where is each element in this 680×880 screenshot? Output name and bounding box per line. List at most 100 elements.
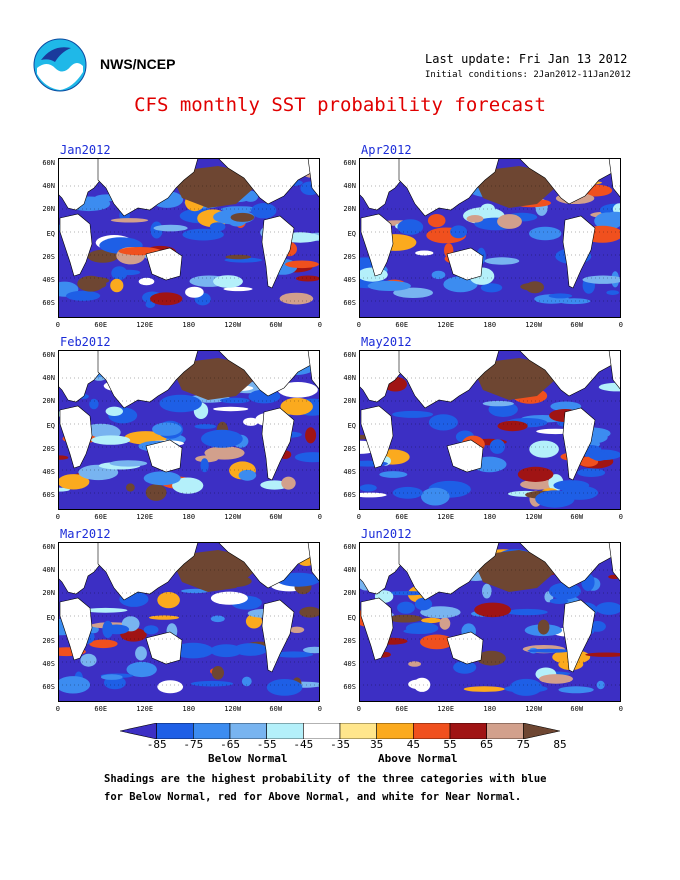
lon-tick-label: 0 [317,705,323,713]
land-mass [217,158,320,205]
land-mass [398,542,500,601]
lon-tick-label: 0 [618,513,624,521]
probability-shading [173,642,214,659]
probability-shading [58,455,69,460]
land-mass [97,542,199,601]
lat-tick-label: 20S [343,445,356,453]
lat-tick-label: 60N [42,543,55,551]
panel-label-mar: Mar2012 [60,527,111,541]
probability-shading [443,276,478,293]
probability-shading [520,479,557,490]
probability-shading [585,652,621,657]
probability-shading [138,277,155,286]
probability-shading [384,591,429,596]
probability-shading [159,394,202,413]
probability-shading [145,484,167,501]
probability-shading [91,435,131,445]
panel-frame [359,350,621,510]
probability-shading [102,620,114,639]
probability-shading [450,225,468,239]
lon-tick-label: 120W [224,513,242,521]
probability-shading [520,282,543,291]
probability-shading [225,254,251,260]
land-mass [360,405,394,469]
probability-shading [588,451,607,460]
probability-shading [415,250,434,256]
probability-shading [89,639,118,649]
probability-shading [480,283,503,293]
north-pacific-above-normal [471,166,555,208]
probability-shading [101,674,123,680]
colorbar-segment [523,723,560,739]
probability-shading [210,644,243,658]
lat-tick-label: 60N [343,543,356,551]
probability-shading [537,619,550,635]
probability-shading [210,591,248,605]
colorbar-tick-label: 65 [480,738,494,751]
map-panel-jun [359,542,621,702]
lat-tick-label: 40S [42,276,55,284]
probability-shading [529,440,559,458]
lat-tick-label: 60S [343,683,356,691]
land-mass [261,407,295,481]
probability-shading [211,666,224,680]
probability-shading [230,212,255,222]
lat-tick-label: 20N [42,205,55,213]
colorbar-segment [339,723,377,739]
probability-shading [428,414,458,431]
colorbar-tick-label: 85 [553,738,567,751]
panel-frame [58,350,320,510]
lon-tick-label: 180 [483,705,497,713]
org-name: NWS/NCEP [100,56,176,72]
lon-tick-label: 60E [395,705,409,713]
colorbar-segment [266,723,304,739]
lon-tick-label: 60E [94,513,108,521]
probability-shading [379,471,408,478]
probability-shading [80,653,97,667]
colorbar-segment [449,723,487,739]
north-pacific-above-normal [471,358,555,400]
probability-shading [251,203,277,219]
last-update-text: Last update: Fri Jan 13 2012 [425,52,628,66]
north-pacific-above-normal [170,358,254,400]
probability-shading [238,469,257,481]
lon-tick-label: 60W [269,321,283,329]
lat-tick-label: 60S [42,491,55,499]
probability-shading [83,607,128,613]
panel-frame [359,158,621,318]
lon-tick-label: 0 [317,513,323,521]
probability-shading [110,278,124,293]
land-mass [608,158,621,199]
lon-tick-label: 60W [269,705,283,713]
probability-shading [111,266,128,280]
probability-shading [66,290,101,301]
lon-tick-label: 60W [570,705,584,713]
lon-tick-label: 180 [182,705,196,713]
colorbar-tick-label: -75 [183,738,204,751]
lat-tick-label: EQ [46,422,55,430]
probability-shading [359,492,387,498]
probability-shading [420,634,454,650]
lon-tick-label: 120E [437,705,455,713]
colorbar-segment [376,723,414,739]
lon-tick-label: 120W [224,321,242,329]
lon-tick-label: 0 [55,513,61,521]
probability-shading [87,249,119,263]
probability-shading [482,583,492,599]
probability-shading [582,275,621,284]
probability-shading [550,401,582,412]
noaa-logo-icon [33,38,87,92]
lat-tick-label: EQ [347,230,356,238]
lat-tick-label: EQ [46,614,55,622]
lon-tick-label: 60W [570,513,584,521]
probability-shading [190,680,234,687]
lon-tick-label: 120E [136,705,154,713]
probability-shading [241,676,252,687]
lon-tick-label: 180 [182,513,196,521]
probability-shading [157,680,184,694]
land-mass [307,350,320,391]
lat-tick-label: 60N [343,351,356,359]
probability-shading [359,484,377,492]
lon-tick-label: 0 [317,321,323,329]
north-pacific-above-normal [170,166,254,208]
